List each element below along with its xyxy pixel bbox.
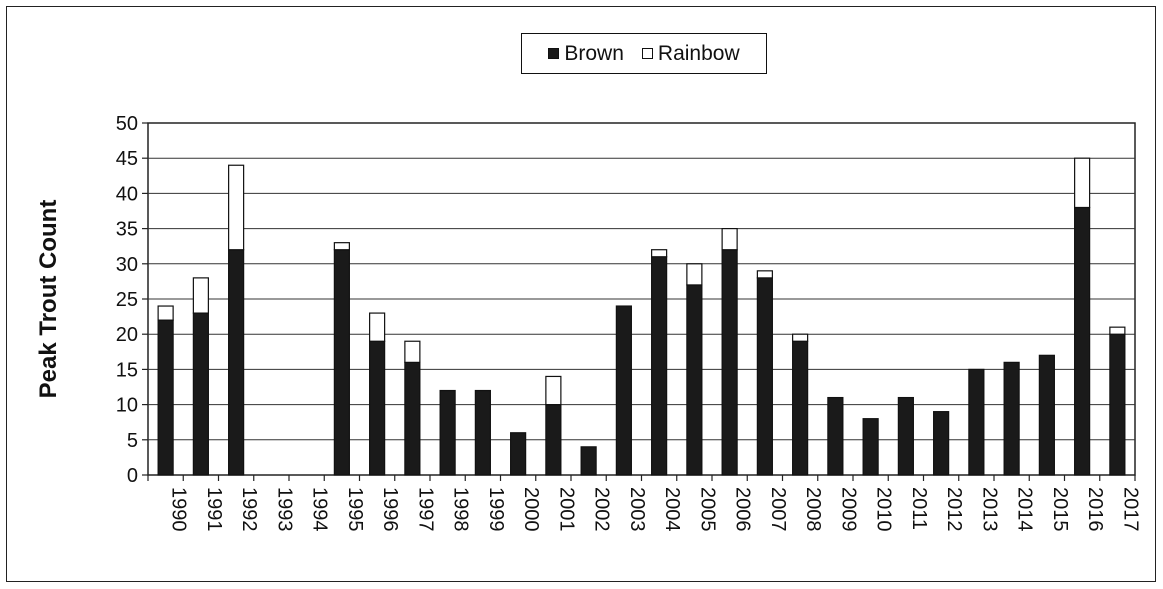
- legend-swatch-rainbow: [642, 48, 653, 59]
- bar-brown-2010: [863, 419, 878, 475]
- bar-brown-1991: [193, 313, 208, 475]
- x-tick-label: 2006: [732, 487, 754, 532]
- y-tick-label: 5: [127, 430, 138, 452]
- bar-brown-2009: [828, 398, 843, 475]
- bar-rainbow-1992: [229, 165, 244, 249]
- bar-brown-2002: [581, 447, 596, 475]
- x-tick-label: 2012: [943, 487, 965, 532]
- bar-brown-2001: [546, 405, 561, 475]
- y-axis-label: Peak Trout Count: [35, 200, 63, 399]
- bar-brown-2005: [687, 285, 702, 475]
- x-tick-label: 2005: [696, 487, 718, 532]
- x-tick-label: 2003: [626, 487, 648, 532]
- bar-brown-2006: [722, 250, 737, 475]
- x-tick-label: 2009: [837, 487, 859, 532]
- y-tick-label: 0: [127, 465, 138, 487]
- legend-item-brown: Brown: [548, 42, 624, 66]
- x-tick-label: 1996: [379, 487, 401, 532]
- legend-label-rainbow: Rainbow: [658, 42, 740, 66]
- x-tick-label: 2015: [1049, 487, 1071, 532]
- bar-rainbow-1995: [334, 243, 349, 250]
- bar-brown-2003: [616, 306, 631, 475]
- legend: Brown Rainbow: [521, 33, 767, 74]
- y-tick-label: 35: [116, 219, 138, 241]
- y-tick-label: 20: [116, 324, 138, 346]
- x-tick-label: 2001: [555, 487, 577, 532]
- y-tick-label: 50: [116, 113, 138, 135]
- bar-brown-1995: [334, 250, 349, 475]
- bar-brown-2017: [1110, 334, 1125, 475]
- y-tick-label: 15: [116, 359, 138, 381]
- bar-brown-2000: [511, 433, 526, 475]
- x-tick-label: 1999: [485, 487, 507, 532]
- y-tick-label: 40: [116, 183, 138, 205]
- bar-brown-1996: [370, 341, 385, 475]
- x-tick-label: 2004: [661, 487, 683, 532]
- bar-brown-2007: [757, 278, 772, 475]
- bar-brown-2013: [969, 369, 984, 475]
- bar-brown-1999: [475, 391, 490, 475]
- bar-brown-2011: [898, 398, 913, 475]
- bar-rainbow-2006: [722, 229, 737, 250]
- x-tick-label: 2013: [978, 487, 1000, 532]
- bar-rainbow-2004: [652, 250, 667, 257]
- x-tick-label: 2010: [873, 487, 895, 532]
- x-tick-label: 2007: [767, 487, 789, 532]
- x-tick-label: 1990: [168, 487, 190, 532]
- x-tick-label: 1998: [450, 487, 472, 532]
- legend-swatch-brown: [548, 48, 559, 59]
- bar-rainbow-1996: [370, 313, 385, 341]
- y-tick-label: 10: [116, 395, 138, 417]
- bar-rainbow-1997: [405, 341, 420, 362]
- x-tick-label: 1994: [309, 487, 331, 532]
- y-tick-label: 45: [116, 148, 138, 170]
- bar-brown-1998: [440, 391, 455, 475]
- x-tick-label: 1995: [344, 487, 366, 532]
- bar-brown-2008: [793, 341, 808, 475]
- bar-rainbow-1991: [193, 278, 208, 313]
- x-tick-label: 1993: [273, 487, 295, 532]
- bar-brown-2012: [934, 412, 949, 475]
- legend-item-rainbow: Rainbow: [642, 42, 740, 66]
- x-tick-label: 2000: [520, 487, 542, 532]
- x-tick-label: 2002: [591, 487, 613, 532]
- x-tick-label: 2008: [802, 487, 824, 532]
- bar-brown-2014: [1004, 362, 1019, 475]
- x-tick-label: 2014: [1014, 487, 1036, 532]
- bar-rainbow-2008: [793, 334, 808, 341]
- x-tick-label: 2011: [908, 487, 930, 530]
- bar-rainbow-1990: [158, 306, 173, 320]
- bar-rainbow-2017: [1110, 327, 1125, 334]
- x-tick-label: 2017: [1119, 487, 1141, 532]
- x-tick-label: 1997: [414, 487, 436, 532]
- bar-rainbow-2005: [687, 264, 702, 285]
- x-tick-label: 2016: [1084, 487, 1106, 532]
- bar-brown-1992: [229, 250, 244, 475]
- bar-rainbow-2016: [1075, 158, 1090, 207]
- bar-brown-1997: [405, 362, 420, 475]
- x-tick-label: 1991: [203, 487, 225, 532]
- bar-brown-2015: [1039, 355, 1054, 475]
- bar-brown-2016: [1075, 207, 1090, 475]
- bar-brown-1990: [158, 320, 173, 475]
- bar-rainbow-2007: [757, 271, 772, 278]
- x-tick-label: 1992: [238, 487, 260, 532]
- bar-rainbow-2001: [546, 376, 561, 404]
- y-tick-label: 25: [116, 289, 138, 311]
- bar-brown-2004: [652, 257, 667, 475]
- y-tick-label: 30: [116, 254, 138, 276]
- legend-label-brown: Brown: [564, 42, 624, 66]
